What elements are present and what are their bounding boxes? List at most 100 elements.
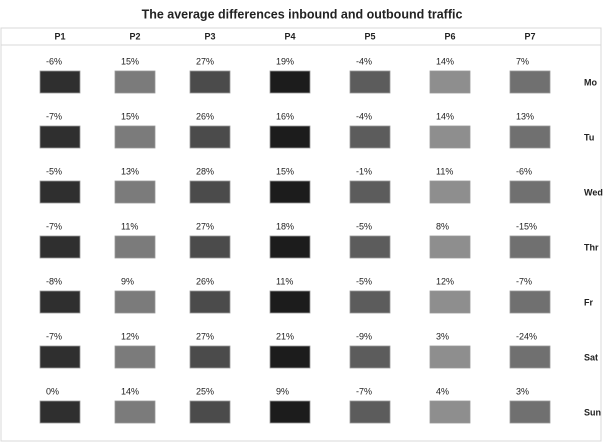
value-label: -7% (46, 221, 62, 231)
cell (269, 400, 311, 424)
cell (114, 180, 156, 204)
column-header: P7 (524, 31, 535, 41)
value-label: 4% (436, 386, 449, 396)
value-label: 14% (436, 111, 454, 121)
value-label: -5% (46, 166, 62, 176)
value-label: 7% (516, 56, 529, 66)
value-label: 28% (196, 166, 214, 176)
cell (509, 290, 551, 314)
value-label: 9% (276, 386, 289, 396)
cell (114, 70, 156, 94)
cell (509, 70, 551, 94)
cell (509, 235, 551, 259)
cell (349, 290, 391, 314)
value-label: 13% (121, 166, 139, 176)
cell (349, 400, 391, 424)
value-label: 13% (516, 111, 534, 121)
value-label: -15% (516, 221, 537, 231)
column-header: P5 (364, 31, 375, 41)
value-label: 21% (276, 331, 294, 341)
value-label: 14% (436, 56, 454, 66)
value-label: -7% (46, 111, 62, 121)
cell (189, 70, 231, 94)
row-label: Mo (584, 77, 597, 87)
value-label: -6% (516, 166, 532, 176)
cell (39, 290, 81, 314)
cell (39, 400, 81, 424)
cell (114, 235, 156, 259)
cell (429, 290, 471, 314)
value-label: 15% (121, 56, 139, 66)
value-label: 15% (276, 166, 294, 176)
cell (269, 180, 311, 204)
row-label: Fr (584, 297, 593, 307)
value-label: -1% (356, 166, 372, 176)
value-label: 12% (436, 276, 454, 286)
cell (39, 70, 81, 94)
value-label: -8% (46, 276, 62, 286)
cell (429, 345, 471, 369)
value-label: 9% (121, 276, 134, 286)
cell (349, 345, 391, 369)
value-label: 3% (516, 386, 529, 396)
value-label: 27% (196, 331, 214, 341)
frame (0, 27, 602, 442)
cell (114, 400, 156, 424)
cell (509, 125, 551, 149)
value-label: 25% (196, 386, 214, 396)
value-label: -4% (356, 111, 372, 121)
cell (189, 180, 231, 204)
cell (189, 400, 231, 424)
cell (269, 235, 311, 259)
cell (189, 345, 231, 369)
value-label: 11% (121, 221, 138, 231)
cell (269, 290, 311, 314)
value-label: 11% (276, 276, 293, 286)
value-label: -9% (356, 331, 372, 341)
cell (189, 125, 231, 149)
value-label: 12% (121, 331, 139, 341)
value-label: -4% (356, 56, 372, 66)
column-header: P6 (444, 31, 455, 41)
cell (114, 290, 156, 314)
value-label: 19% (276, 56, 294, 66)
row-label: Sun (584, 407, 601, 417)
cell (39, 125, 81, 149)
value-label: 15% (121, 111, 139, 121)
cell (39, 180, 81, 204)
cell (429, 235, 471, 259)
value-label: 8% (436, 221, 449, 231)
row-label: Sat (584, 352, 598, 362)
cell (429, 70, 471, 94)
row-label: Wed (584, 187, 603, 197)
cell (349, 180, 391, 204)
value-label: 14% (121, 386, 139, 396)
value-label: 11% (436, 166, 453, 176)
cell (349, 235, 391, 259)
value-label: -6% (46, 56, 62, 66)
row-label: Tu (584, 132, 594, 142)
cell (189, 290, 231, 314)
value-label: -5% (356, 276, 372, 286)
value-label: 26% (196, 111, 214, 121)
cell (269, 70, 311, 94)
value-label: -5% (356, 221, 372, 231)
column-header: P4 (284, 31, 295, 41)
cell (509, 180, 551, 204)
value-label: 16% (276, 111, 294, 121)
column-header: P2 (129, 31, 140, 41)
value-label: 0% (46, 386, 59, 396)
row-label: Thr (584, 242, 599, 252)
value-label: 18% (276, 221, 294, 231)
cell (349, 125, 391, 149)
cell (429, 400, 471, 424)
cell (114, 125, 156, 149)
column-header: P3 (204, 31, 215, 41)
cell (189, 235, 231, 259)
value-label: -7% (46, 331, 62, 341)
value-label: -7% (516, 276, 532, 286)
cell (509, 400, 551, 424)
value-label: 26% (196, 276, 214, 286)
value-label: 27% (196, 221, 214, 231)
